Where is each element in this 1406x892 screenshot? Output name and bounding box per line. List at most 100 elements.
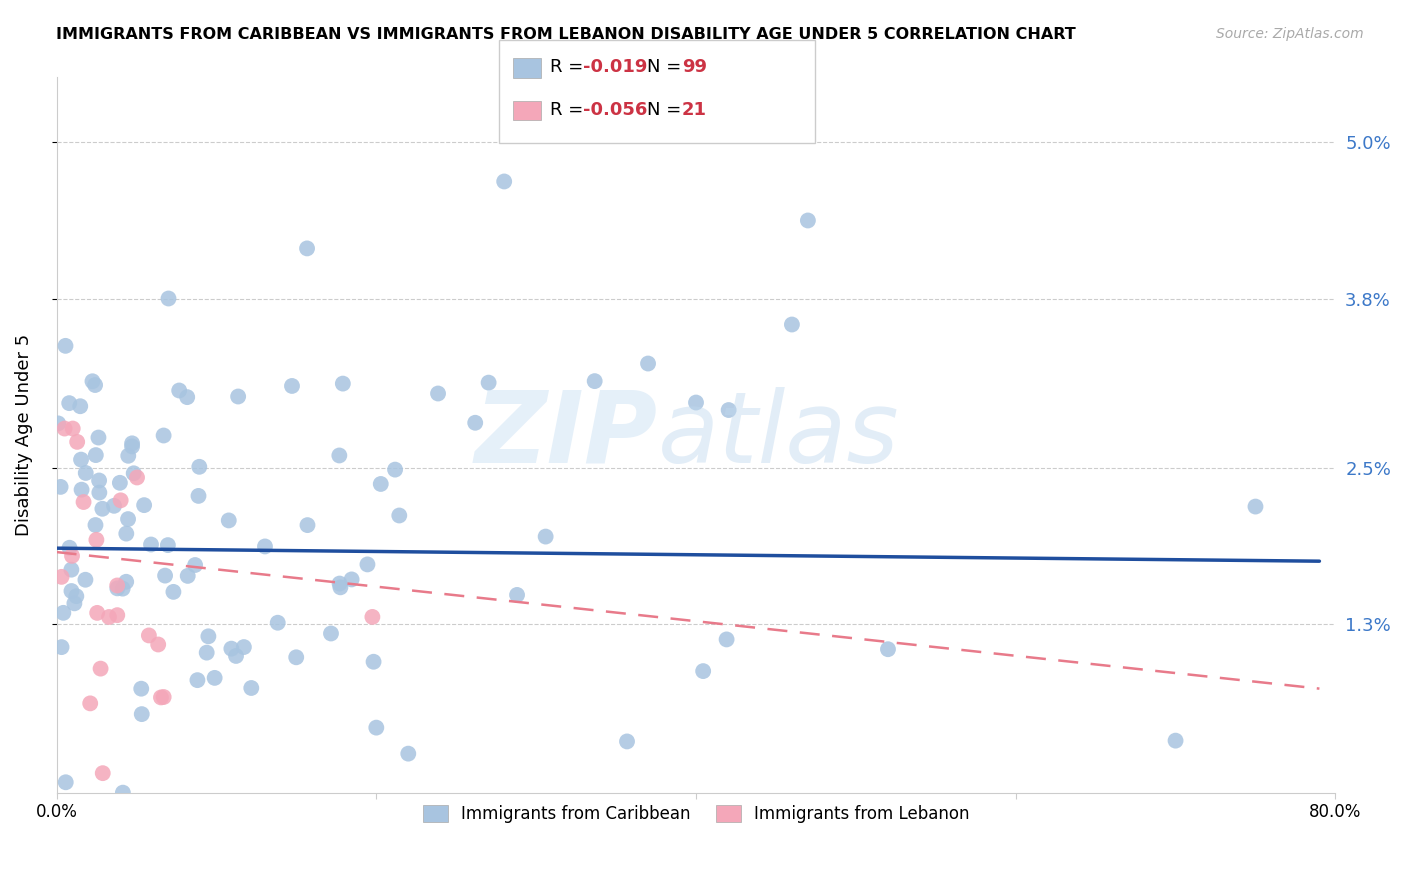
Point (87, 431, 110, 445)
Text: R =: R = (550, 58, 589, 76)
Point (396, 747, 419, 761)
Point (177, 569, 200, 583)
Point (86, 533, 108, 547)
Point (340, 573, 363, 587)
Point (131, 707, 153, 722)
Point (52, 606, 75, 620)
Point (60, 549, 83, 563)
Point (87, 474, 110, 488)
Point (195, 646, 218, 660)
Point (139, 537, 162, 551)
Point (184, 558, 207, 572)
Point (877, 642, 900, 657)
Point (494, 174, 516, 188)
Point (105, 578, 128, 592)
Point (478, 376, 501, 390)
Point (197, 629, 219, 643)
Point (60, 584, 83, 599)
Text: R =: R = (550, 101, 589, 119)
Point (366, 721, 388, 735)
Point (253, 540, 276, 554)
Point (51, 570, 73, 584)
Point (370, 477, 392, 491)
Point (356, 558, 378, 572)
Point (90, 662, 112, 676)
Point (98, 610, 121, 624)
Point (218, 513, 240, 527)
Legend: Immigrants from Caribbean, Immigrants from Lebanon: Immigrants from Caribbean, Immigrants fr… (411, 793, 981, 834)
Point (204, 671, 226, 685)
Point (84, 448, 107, 462)
Point (616, 734, 638, 748)
Point (111, 582, 134, 596)
Text: atlas: atlas (658, 386, 900, 483)
Point (716, 632, 738, 647)
Point (157, 292, 180, 306)
Point (91, 501, 114, 516)
Point (363, 655, 385, 669)
Point (115, 526, 138, 541)
Point (82, 374, 104, 388)
Point (176, 390, 198, 404)
Point (121, 436, 143, 450)
Point (153, 568, 176, 582)
Point (221, 641, 243, 656)
Point (162, 585, 184, 599)
Point (427, 386, 450, 401)
Point (186, 673, 208, 687)
Point (297, 518, 319, 533)
Point (332, 376, 354, 391)
Point (63, 596, 86, 610)
Point (361, 610, 384, 624)
Point (60, 563, 83, 577)
Point (111, 786, 134, 800)
Point (58, 541, 80, 555)
Point (117, 512, 139, 526)
Point (115, 574, 138, 589)
Point (328, 449, 350, 463)
Text: -0.019: -0.019 (583, 58, 648, 76)
Point (84, 378, 107, 392)
Point (637, 357, 659, 371)
Point (69, 399, 91, 413)
Point (152, 690, 174, 704)
Point (685, 395, 707, 409)
Point (692, 664, 714, 678)
Point (55, 775, 77, 789)
Text: -0.056: -0.056 (583, 101, 648, 119)
Text: 21: 21 (682, 101, 707, 119)
Point (295, 241, 318, 255)
Y-axis label: Disability Age Under 5: Disability Age Under 5 (15, 334, 32, 536)
Point (329, 580, 352, 594)
Point (534, 530, 557, 544)
Point (167, 384, 190, 398)
Point (72, 495, 94, 509)
Point (464, 416, 486, 430)
Point (506, 588, 529, 602)
Point (281, 379, 304, 393)
Point (75, 466, 97, 480)
Point (149, 690, 172, 705)
Point (267, 615, 290, 630)
Point (129, 681, 152, 696)
Point (70, 452, 93, 467)
Text: 99: 99 (682, 58, 707, 76)
Point (53, 421, 76, 435)
Point (55, 339, 77, 353)
Point (187, 489, 209, 503)
Point (58, 396, 80, 410)
Text: IMMIGRANTS FROM CARIBBEAN VS IMMIGRANTS FROM LEBANON DISABILITY AGE UNDER 5 CORR: IMMIGRANTS FROM CARIBBEAN VS IMMIGRANTS … (56, 27, 1076, 42)
Point (108, 475, 131, 490)
Point (66, 434, 89, 449)
Point (122, 467, 145, 481)
Text: Source: ZipAtlas.com: Source: ZipAtlas.com (1216, 27, 1364, 41)
Point (232, 640, 254, 654)
Text: ZIP: ZIP (475, 386, 658, 483)
Text: N =: N = (647, 58, 686, 76)
Point (384, 462, 406, 476)
Point (240, 681, 263, 695)
Point (79, 697, 101, 711)
Point (156, 538, 179, 552)
Point (89, 485, 111, 500)
Point (780, 318, 803, 332)
